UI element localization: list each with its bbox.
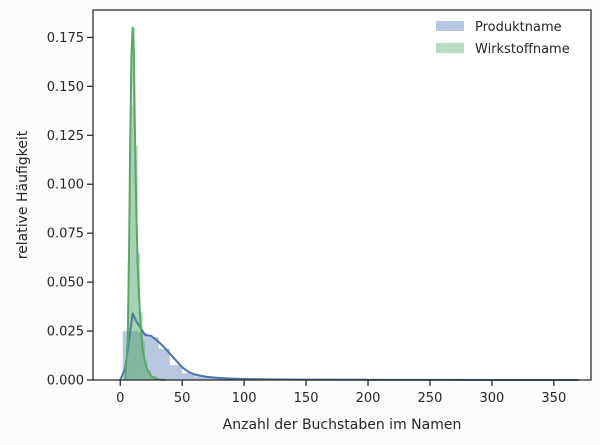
hist-bar-produktname <box>169 365 183 380</box>
legend-swatch-produktname <box>436 21 464 31</box>
hist-bar-produktname <box>182 373 195 380</box>
x-tick-label: 100 <box>232 391 257 406</box>
y-tick-label: 0.100 <box>47 178 84 193</box>
y-tick-label: 0.125 <box>47 129 84 144</box>
y-tick-label: 0.025 <box>47 325 84 340</box>
x-tick-label: 250 <box>418 391 443 406</box>
y-axis-label: relative Häufigkeit <box>15 130 31 259</box>
hist-bar-wirkstoffname <box>140 311 143 380</box>
legend-label-wirkstoffname: Wirkstoffname <box>475 42 570 57</box>
hist-bar-produktname <box>147 336 159 380</box>
hist-bar-wirkstoffname <box>130 105 133 380</box>
plot-area <box>93 10 591 380</box>
legend-label-produktname: Produktname <box>475 20 562 35</box>
legend-swatch-wirkstoffname <box>436 43 464 53</box>
y-tick-label: 0.000 <box>47 374 84 389</box>
hist-bar-produktname <box>194 376 214 380</box>
hist-bar-wirkstoffname <box>145 360 148 380</box>
x-tick-label: 0 <box>116 391 124 406</box>
y-tick-label: 0.175 <box>47 31 84 46</box>
x-axis-label: Anzahl der Buchstaben im Namen <box>223 417 462 433</box>
legend: Produktname Wirkstoffname <box>436 20 570 57</box>
hist-bar-wirkstoffname <box>135 145 138 380</box>
x-axis: 0 50 100 150 200 250 300 350 <box>116 380 566 406</box>
plot-frame <box>92 9 592 381</box>
x-tick-label: 300 <box>479 391 504 406</box>
x-tick-label: 50 <box>174 391 191 406</box>
y-axis: 0.000 0.025 0.050 0.075 0.100 0.125 0.150 0.175 <box>47 31 93 389</box>
x-tick-label: 350 <box>541 391 566 406</box>
kde-line-wirkstoffname <box>124 26 165 381</box>
y-tick-label: 0.050 <box>47 276 84 291</box>
y-tick-label: 0.150 <box>47 80 84 95</box>
x-tick-label: 200 <box>356 391 381 406</box>
hist-bar-produktname <box>158 348 170 380</box>
hist-bar-wirkstoffname <box>137 252 141 380</box>
kde-fill-wirkstoffname <box>125 27 165 381</box>
hist-bar-wirkstoffname <box>147 370 152 380</box>
x-tick-label: 150 <box>294 391 319 406</box>
hist-bar-wirkstoffname <box>132 27 136 380</box>
y-tick-label: 0.075 <box>47 227 84 242</box>
